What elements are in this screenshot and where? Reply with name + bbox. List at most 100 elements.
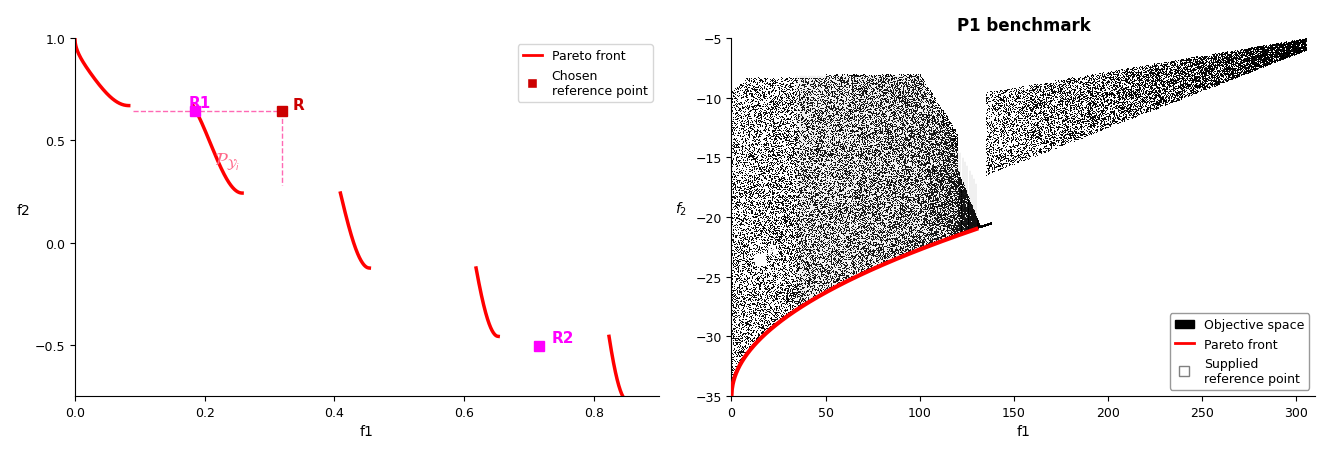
Point [797,281,818,288]
Point [855,141,876,148]
Point [787,150,809,157]
Point [806,227,827,234]
Point [793,262,814,269]
Point [1235,50,1256,57]
Point [852,166,874,173]
Point [859,135,880,142]
Point [819,103,840,110]
Point [1146,75,1167,82]
Point [793,237,814,244]
Point [1269,43,1291,50]
Point [777,178,798,185]
Point [942,145,963,152]
Point [762,129,783,136]
Point [830,159,851,167]
Point [852,268,874,276]
Point [879,223,900,231]
Point [1268,41,1289,49]
Point [761,206,782,213]
Point [1265,56,1287,64]
Point [879,218,900,225]
Point [795,233,817,240]
Point [1162,99,1183,106]
Point [1260,60,1281,67]
Point [1263,46,1284,54]
Point [1252,53,1273,60]
Point [779,90,801,97]
Point [939,161,960,168]
Point [726,116,747,123]
Point [1176,56,1197,63]
Point [966,212,987,220]
Point [974,222,995,229]
Point [795,121,817,128]
Point [1010,153,1031,161]
Point [730,200,751,207]
Point [802,167,823,174]
Point [928,124,950,131]
Point [1269,55,1291,62]
Point [948,180,970,187]
Point [789,182,810,189]
Point [1195,78,1216,85]
Point [844,106,866,113]
Point [1104,105,1126,112]
Point [1040,144,1062,152]
Point [1158,73,1179,80]
Point [955,199,976,206]
Point [1245,47,1267,54]
Point [975,221,996,228]
Point [876,159,898,167]
Point [1043,140,1064,147]
Point [742,96,763,103]
Point [759,153,781,160]
Point [779,240,801,248]
Point [1083,121,1104,128]
Point [783,209,805,217]
Point [1023,146,1044,153]
Point [1237,66,1259,73]
Point [839,115,860,122]
Point [959,203,980,210]
Point [1134,94,1155,101]
Point [798,137,819,144]
Point [1096,79,1118,86]
Point [895,118,916,126]
Point [875,144,896,151]
Point [991,117,1012,124]
Point [823,93,844,101]
Point [895,183,916,191]
Point [882,75,903,82]
Point [903,144,924,151]
Point [903,175,924,182]
Point [1272,42,1293,50]
Point [886,196,907,203]
Point [767,233,789,240]
Point [942,222,963,230]
Point [801,180,822,187]
Point [821,73,842,80]
Point [825,251,846,258]
Point [734,135,755,142]
Point [1043,92,1064,99]
Point [1006,148,1027,155]
Point [1148,73,1169,80]
Point [979,220,1000,228]
Point [956,227,978,234]
Point [923,200,944,207]
Point [807,189,829,197]
Point [798,140,819,147]
Point [770,116,791,124]
Point [910,124,931,131]
Point [1217,52,1239,60]
Point [1215,68,1236,76]
Point [739,269,761,276]
Point [868,245,890,253]
Point [823,113,844,121]
Point [1159,68,1180,75]
Point [1224,54,1245,61]
Point [807,83,829,91]
Point [906,94,927,101]
Point [951,184,972,192]
Point [1066,131,1087,138]
